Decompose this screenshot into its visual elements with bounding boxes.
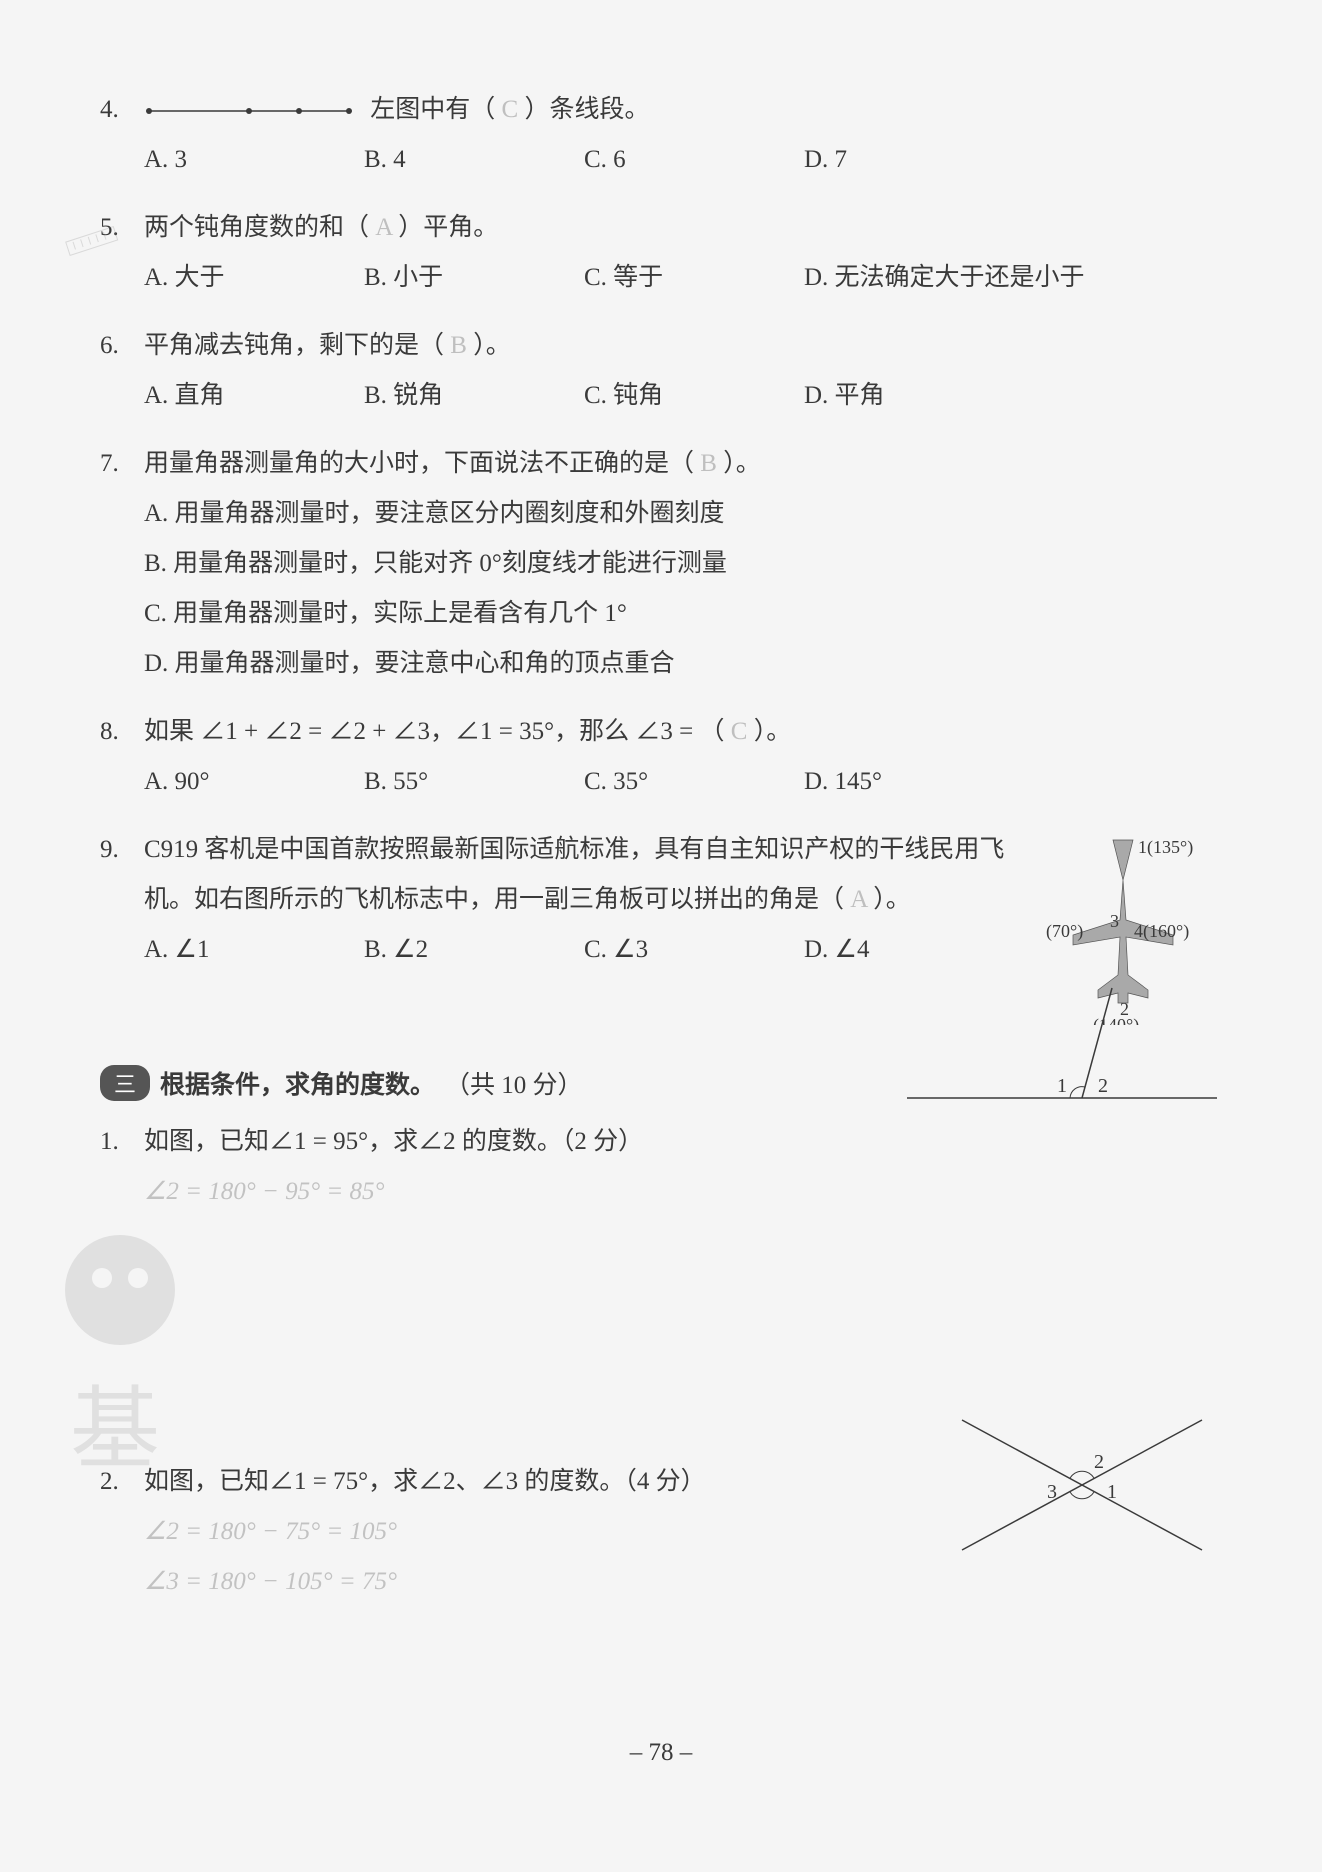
q9-stem: C919 客机是中国首款按照最新国际适航标准，具有自主知识产权的干线民用飞机。如… xyxy=(144,825,1024,925)
q7-stem-text1: 用量角器测量角的大小时，下面说法不正确的是（ xyxy=(144,450,694,477)
q4-option-b: B. 4 xyxy=(364,135,584,185)
s3q1-stem: 如图，已知∠1 = 95°，求∠2 的度数。（2 分） xyxy=(144,1117,1222,1167)
section-3-badge: 三 xyxy=(100,1065,150,1101)
q7-answer: B xyxy=(700,450,717,477)
q4-stem-text1: 左图中有（ xyxy=(370,96,495,123)
s3q1-label-2: 2 xyxy=(1098,1075,1108,1097)
q6-option-b: B. 锐角 xyxy=(364,371,584,421)
section3-question-1: 1. 如图，已知∠1 = 95°，求∠2 的度数。（2 分） ∠2 = 180°… xyxy=(100,1117,1222,1217)
q4-option-a: A. 3 xyxy=(144,135,364,185)
ruler-decoration-icon xyxy=(62,222,122,262)
s3q2-label-3: 3 xyxy=(1047,1481,1057,1503)
q8-option-a: A. 90° xyxy=(144,757,364,807)
q7-number: 7. xyxy=(100,439,144,489)
q8-stem-text1: 如果 ∠1 + ∠2 = ∠2 + ∠3，∠1 = 35°，那么 ∠3 = （ xyxy=(144,718,725,745)
s3q1-label-1: 1 xyxy=(1057,1075,1067,1097)
q6-stem: 平角减去钝角，剩下的是（ B ）。 xyxy=(144,321,1222,371)
question-4: 4. 左图中有（ C ）条线段。 A. 3 B. 4 C. 6 D. 7 xyxy=(100,85,1222,185)
q6-number: 6. xyxy=(100,321,144,371)
q5-answer: A xyxy=(375,214,392,241)
q5-stem-text2: ）平角。 xyxy=(398,214,498,241)
q8-answer: C xyxy=(731,718,748,745)
q6-answer: B xyxy=(450,332,467,359)
s3q2-label-2: 2 xyxy=(1094,1451,1104,1473)
q5-stem: 两个钝角度数的和（ A ）平角。 xyxy=(144,203,1222,253)
q9-label-70: (70°) xyxy=(1046,921,1083,942)
q9-number: 9. xyxy=(100,825,144,875)
s3q2-label-1: 1 xyxy=(1107,1481,1117,1503)
q9-option-c: C. ∠3 xyxy=(584,925,804,975)
section-3-title: 根据条件，求角的度数。 xyxy=(160,1065,435,1101)
q8-number: 8. xyxy=(100,707,144,757)
page-number: – 78 – xyxy=(0,1739,1322,1767)
q9-stem-text2: ）。 xyxy=(873,886,911,913)
q6-stem-text1: 平角减去钝角，剩下的是（ xyxy=(144,332,444,359)
q6-option-d: D. 平角 xyxy=(804,371,1024,421)
q5-option-c: C. 等于 xyxy=(584,253,804,303)
q5-stem-text1: 两个钝角度数的和（ xyxy=(144,214,369,241)
q9-label-4: 4(160°) xyxy=(1134,921,1189,942)
s3q1-number: 1. xyxy=(100,1117,144,1167)
s3q1-figure-icon: 1 2 xyxy=(902,980,1222,1120)
q8-stem: 如果 ∠1 + ∠2 = ∠2 + ∠3，∠1 = 35°，那么 ∠3 = （ … xyxy=(144,707,1222,757)
question-6: 6. 平角减去钝角，剩下的是（ B ）。 A. 直角 B. 锐角 C. 钝角 D… xyxy=(100,321,1222,421)
q9-option-d: D. ∠4 xyxy=(804,925,1024,975)
q7-option-d: D. 用量角器测量时，要注意中心和角的顶点重合 xyxy=(144,639,1222,689)
q5-option-d: D. 无法确定大于还是小于 xyxy=(804,253,1222,303)
q7-option-a: A. 用量角器测量时，要注意区分内圈刻度和外圈刻度 xyxy=(144,489,1222,539)
question-7: 7. 用量角器测量角的大小时，下面说法不正确的是（ B ）。 A. 用量角器测量… xyxy=(100,439,1222,689)
q4-option-c: C. 6 xyxy=(584,135,804,185)
q6-option-c: C. 钝角 xyxy=(584,371,804,421)
q8-option-d: D. 145° xyxy=(804,757,1024,807)
q6-option-a: A. 直角 xyxy=(144,371,364,421)
q9-option-a: A. ∠1 xyxy=(144,925,364,975)
q4-stem: 左图中有（ C ）条线段。 xyxy=(144,85,1222,135)
q4-option-d: D. 7 xyxy=(804,135,1024,185)
q8-option-b: B. 55° xyxy=(364,757,584,807)
s3q2-number: 2. xyxy=(100,1457,144,1507)
q9-label-3: 3 xyxy=(1110,911,1119,931)
q6-stem-text2: ）。 xyxy=(473,332,511,359)
q4-stem-text2: ）条线段。 xyxy=(524,96,649,123)
section-3-points: （共 10 分） xyxy=(445,1065,583,1101)
q7-stem: 用量角器测量角的大小时，下面说法不正确的是（ B ）。 xyxy=(144,439,1222,489)
q8-option-c: C. 35° xyxy=(584,757,804,807)
q7-option-c: C. 用量角器测量时，实际上是看含有几个 1° xyxy=(144,589,1222,639)
q7-stem-text2: ）。 xyxy=(723,450,761,477)
q7-option-b: B. 用量角器测量时，只能对齐 0°刻度线才能进行测量 xyxy=(144,539,1222,589)
q8-stem-text2: ）。 xyxy=(754,718,792,745)
q9-label-1: 1(135°) xyxy=(1138,837,1193,858)
s3q1-answer: ∠2 = 180° − 95° = 85° xyxy=(100,1167,1222,1217)
q4-answer: C xyxy=(502,96,519,123)
q9-answer: A xyxy=(850,886,867,913)
q9-option-b: B. ∠2 xyxy=(364,925,584,975)
q5-option-b: B. 小于 xyxy=(364,253,584,303)
s3q2-figure-icon: 2 1 3 xyxy=(942,1390,1222,1570)
q4-number: 4. xyxy=(100,85,144,135)
segment-diagram-icon xyxy=(144,104,354,118)
question-8: 8. 如果 ∠1 + ∠2 = ∠2 + ∠3，∠1 = 35°，那么 ∠3 =… xyxy=(100,707,1222,807)
q5-option-a: A. 大于 xyxy=(144,253,364,303)
question-5: 5. 两个钝角度数的和（ A ）平角。 A. 大于 B. 小于 C. 等于 D.… xyxy=(100,203,1222,303)
